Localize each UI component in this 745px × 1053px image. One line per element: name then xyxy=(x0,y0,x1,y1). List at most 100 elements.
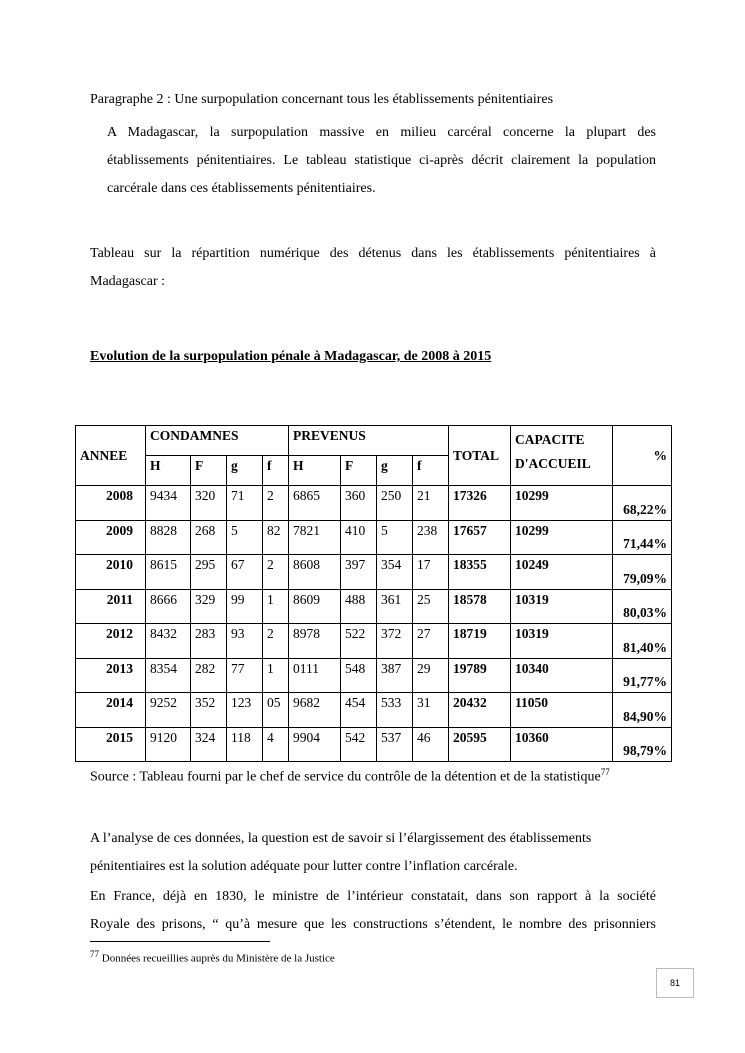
footnote-separator xyxy=(90,941,270,942)
cell-value: 9682 xyxy=(288,692,342,728)
header-prevenus: PREVENUS xyxy=(288,425,450,456)
page-number: 81 xyxy=(656,968,694,998)
cell-value: 8432 xyxy=(145,623,191,659)
table-row: 2014 9252 352 123 05 9682 454 533 31 20432 11050 84… xyxy=(75,692,673,728)
cell-year: 2011 xyxy=(75,588,146,624)
cell-value: 8615 xyxy=(145,554,191,590)
subheader-f: f xyxy=(261,455,290,486)
cell-value: 9252 xyxy=(145,692,191,728)
cell-value: 2 xyxy=(261,554,290,590)
cell-capacity: 10249 xyxy=(510,554,614,590)
cell-value: 71 xyxy=(226,485,263,521)
cell-total: 18578 xyxy=(448,588,512,624)
cell-value: 360 xyxy=(340,485,378,521)
header-annee: ANNEE xyxy=(75,425,146,486)
cell-value: 4 xyxy=(261,726,290,762)
cell-value: 372 xyxy=(376,623,414,659)
header-condamnes: CONDAMNES xyxy=(144,425,290,456)
cell-value: 46 xyxy=(412,726,450,762)
table-title: Evolution de la surpopulation pénale à M… xyxy=(90,349,492,364)
cell-total: 17657 xyxy=(448,519,512,555)
footnote: 77 Données recueillies auprès du Ministè… xyxy=(90,949,335,965)
cell-value: 9904 xyxy=(288,726,342,762)
header-total: TOTAL xyxy=(448,425,512,486)
cell-value: 2 xyxy=(261,623,290,659)
cell-capacity: 10299 xyxy=(510,485,614,521)
cell-value: 354 xyxy=(376,554,414,590)
cell-value: 7821 xyxy=(288,519,342,555)
cell-value: 31 xyxy=(412,692,450,728)
cell-value: 8828 xyxy=(145,519,191,555)
cell-capacity: 10319 xyxy=(510,623,614,659)
cell-percent: 68,22% xyxy=(612,485,673,521)
cell-value: 0111 xyxy=(288,657,342,693)
detainees-table: ANNEE CONDAMNES PREVENUS TOTAL CAPACITE D… xyxy=(75,425,673,762)
cell-year: 2012 xyxy=(75,623,146,659)
cell-year: 2010 xyxy=(75,554,146,590)
cell-total: 20595 xyxy=(448,726,512,762)
table-intro-line: Madagascar : xyxy=(90,274,166,289)
intro-line: établissements pénitentiaires. Le tablea… xyxy=(107,153,656,168)
cell-value: 2 xyxy=(261,485,290,521)
cell-value: 99 xyxy=(226,588,263,624)
intro-line: A Madagascar, la surpopulation massive e… xyxy=(107,125,656,140)
cell-value: 295 xyxy=(190,554,227,590)
subheader-F: F xyxy=(340,455,378,486)
analysis-line: A l’analyse de ces données, la question … xyxy=(90,831,592,846)
cell-value: 329 xyxy=(190,588,227,624)
cell-value: 77 xyxy=(226,657,263,693)
cell-value: 25 xyxy=(412,588,450,624)
cell-total: 19789 xyxy=(448,657,512,693)
subheader-F: F xyxy=(190,455,227,486)
cell-value: 29 xyxy=(412,657,450,693)
table-row: 2008 9434 320 71 2 6865 360 250 21 17326 10299 68,2… xyxy=(75,485,673,521)
cell-value: 410 xyxy=(340,519,378,555)
table-row: 2010 8615 295 67 2 8608 397 354 17 18355 10249 79,0… xyxy=(75,554,673,590)
subheader-H: H xyxy=(145,455,191,486)
cell-value: 27 xyxy=(412,623,450,659)
cell-value: 9434 xyxy=(145,485,191,521)
cell-value: 17 xyxy=(412,554,450,590)
table-intro-line: Tableau sur la répartition numérique des… xyxy=(90,246,656,261)
cell-value: 488 xyxy=(340,588,378,624)
cell-value: 533 xyxy=(376,692,414,728)
cell-percent: 71,44% xyxy=(612,519,673,555)
cell-value: 268 xyxy=(190,519,227,555)
cell-value: 352 xyxy=(190,692,227,728)
cell-value: 324 xyxy=(190,726,227,762)
cell-value: 238 xyxy=(412,519,450,555)
cell-value: 454 xyxy=(340,692,378,728)
subheader-f: f xyxy=(412,455,450,486)
header-percent: % xyxy=(612,425,673,486)
cell-value: 8609 xyxy=(288,588,342,624)
cell-value: 9120 xyxy=(145,726,191,762)
table-row: 2015 9120 324 118 4 9904 542 537 46 20595 10360 98,… xyxy=(75,726,673,762)
france-line: En France, déjà en 1830, le ministre de … xyxy=(90,889,656,904)
cell-value: 1 xyxy=(261,588,290,624)
table-source: Source : Tableau fourni par le chef de s… xyxy=(90,767,610,785)
cell-value: 548 xyxy=(340,657,378,693)
cell-year: 2013 xyxy=(75,657,146,693)
cell-capacity: 10319 xyxy=(510,588,614,624)
cell-value: 8354 xyxy=(145,657,191,693)
cell-year: 2015 xyxy=(75,726,146,762)
france-line: Royale des prisons, “ qu’à mesure que le… xyxy=(90,917,656,932)
cell-value: 5 xyxy=(376,519,414,555)
cell-value: 8666 xyxy=(145,588,191,624)
subheader-H: H xyxy=(288,455,342,486)
cell-value: 397 xyxy=(340,554,378,590)
cell-percent: 84,90% xyxy=(612,692,673,728)
cell-percent: 81,40% xyxy=(612,623,673,659)
cell-value: 5 xyxy=(226,519,263,555)
cell-value: 118 xyxy=(226,726,263,762)
table-row: 2013 8354 282 77 1 0111 548 387 29 19789 10340 91,7… xyxy=(75,657,673,693)
cell-year: 2014 xyxy=(75,692,146,728)
cell-value: 82 xyxy=(261,519,290,555)
cell-value: 6865 xyxy=(288,485,342,521)
cell-total: 18355 xyxy=(448,554,512,590)
cell-value: 67 xyxy=(226,554,263,590)
cell-capacity: 10299 xyxy=(510,519,614,555)
cell-percent: 91,77% xyxy=(612,657,673,693)
cell-total: 20432 xyxy=(448,692,512,728)
